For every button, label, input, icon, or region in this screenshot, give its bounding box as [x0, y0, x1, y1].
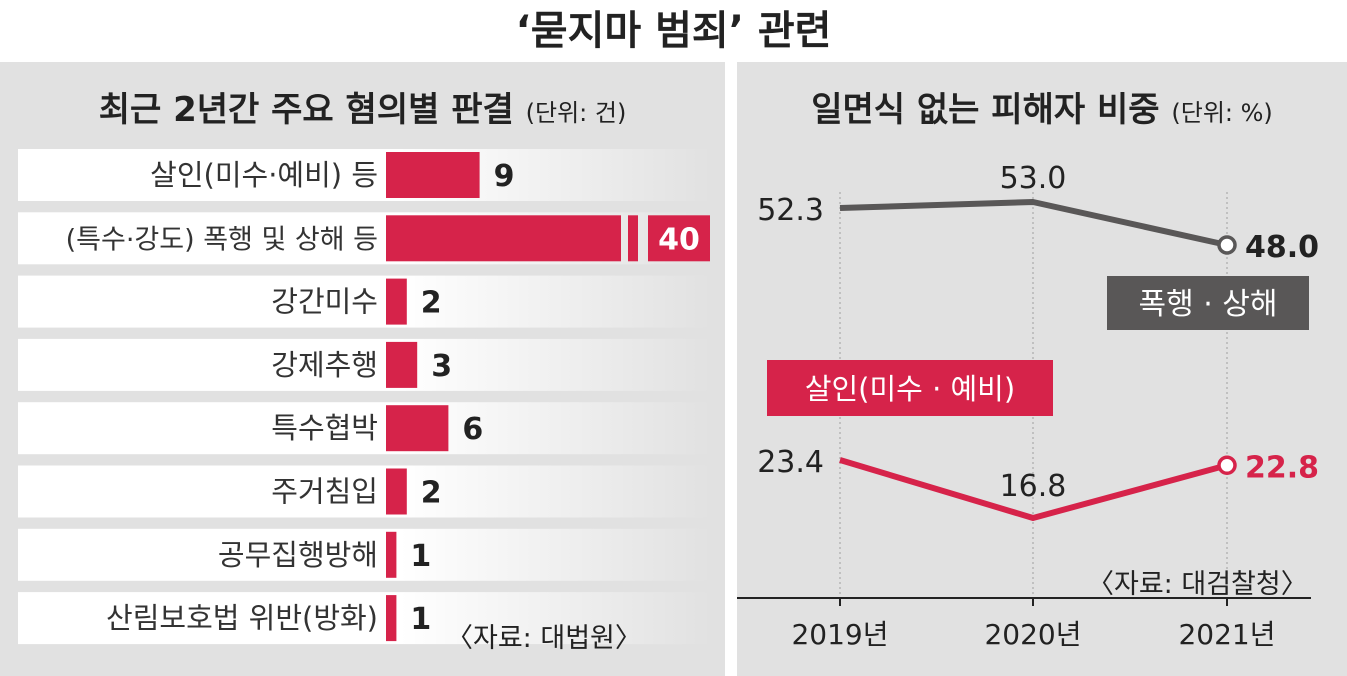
x-tick-label: 2019년: [791, 618, 888, 651]
bar: [386, 341, 418, 388]
bar: [386, 531, 397, 578]
verdicts-subtitle: 최근 2년간 주요 혐의별 판결: [98, 90, 514, 130]
victims-subtitle: 일면식 없는 피해자 비중: [811, 90, 1160, 130]
series-line-assault: [839, 199, 1228, 248]
bar-row-band: [18, 275, 712, 328]
verdicts-bar-chart: 살인(미수·예비) 등 9 (특수·강도) 폭행 및 상해 등 40 강간미수 2 강제추행…: [18, 149, 712, 645]
verdicts-unit: (단위: 건): [525, 99, 627, 127]
bar-category-label: 특수협박: [271, 411, 378, 445]
bar-row-band: [18, 465, 712, 518]
bar-value-label: 3: [431, 349, 452, 384]
bar-row-band: [18, 338, 712, 391]
data-point: [1217, 455, 1237, 476]
bar-value-label: 2: [421, 286, 442, 321]
bar-category-label: 산림보호법 위반(방화): [106, 601, 378, 635]
series-tag-assault: [1107, 276, 1309, 330]
victims-panel: 일면식 없는 피해자 비중 (단위: %) 2019년 2020년 2021년 52.…: [737, 62, 1347, 676]
bar: [386, 595, 397, 642]
bar-row-band: [18, 528, 712, 581]
series-line-murder: [839, 457, 1228, 521]
bar-category-label: 살인(미수·예비) 등: [150, 158, 378, 192]
bar: [386, 152, 480, 198]
data-label: 52.3: [757, 193, 824, 228]
bar-value-label: 9: [494, 159, 515, 194]
bar-row-band: [18, 149, 712, 201]
bar-value-label: 1: [410, 602, 431, 637]
data-label: 53.0: [1000, 161, 1067, 196]
bar-category-label: 주거침입: [271, 475, 378, 509]
verdicts-panel: 최근 2년간 주요 혐의별 판결 (단위: 건) 살인(미수·예비) 등 9 (특수…: [0, 62, 725, 676]
victims-title: 일면식 없는 피해자 비중 (단위: %): [737, 82, 1347, 131]
bar-break-segment: [628, 215, 638, 262]
victims-source: 〈자료: 대검찰청〉: [1087, 569, 1308, 600]
victims-line-chart: 2019년 2020년 2021년 52.3 53.0 48.0 23.4 16.8 22.8 폭…: [737, 161, 1319, 651]
page-title: ‘묻지마 범죄’ 관련: [515, 8, 832, 54]
bar-row-band: [18, 592, 712, 645]
bar-value-label: 40: [658, 222, 700, 257]
bar: [386, 278, 407, 325]
victims-unit: (단위: %): [1171, 99, 1273, 127]
series-name-murder: 살인(미수 · 예비): [805, 372, 1015, 406]
bar-category-label: (특수·강도) 폭행 및 상해 등: [66, 224, 378, 255]
bar-category-label: 공무집행방해: [218, 538, 378, 572]
bar: [386, 215, 621, 262]
bar-row-band: [18, 402, 712, 455]
series-name-assault: 폭행 · 상해: [1138, 287, 1277, 322]
x-tick-label: 2020년: [984, 618, 1081, 651]
verdicts-title: 최근 2년간 주요 혐의별 판결 (단위: 건): [0, 82, 725, 131]
data-point: [1217, 235, 1237, 255]
data-label: 48.0: [1245, 230, 1319, 265]
bar-category-label: 강제추행: [271, 348, 378, 382]
bar-value-label: 1: [410, 539, 431, 574]
data-label: 22.8: [1245, 450, 1319, 485]
series-tag-murder: [767, 360, 1053, 416]
x-tick-label: 2021년: [1178, 618, 1275, 651]
bar-break-segment: [648, 215, 710, 262]
bar: [386, 468, 407, 515]
bar-category-label: 강간미수: [271, 285, 378, 319]
data-label: 16.8: [1000, 469, 1067, 504]
verdicts-source: 〈자료: 대법원〉: [446, 623, 642, 654]
bar-value-label: 6: [462, 412, 483, 447]
bar-value-label: 2: [421, 476, 442, 511]
data-label: 23.4: [757, 445, 824, 480]
bar: [386, 405, 449, 452]
